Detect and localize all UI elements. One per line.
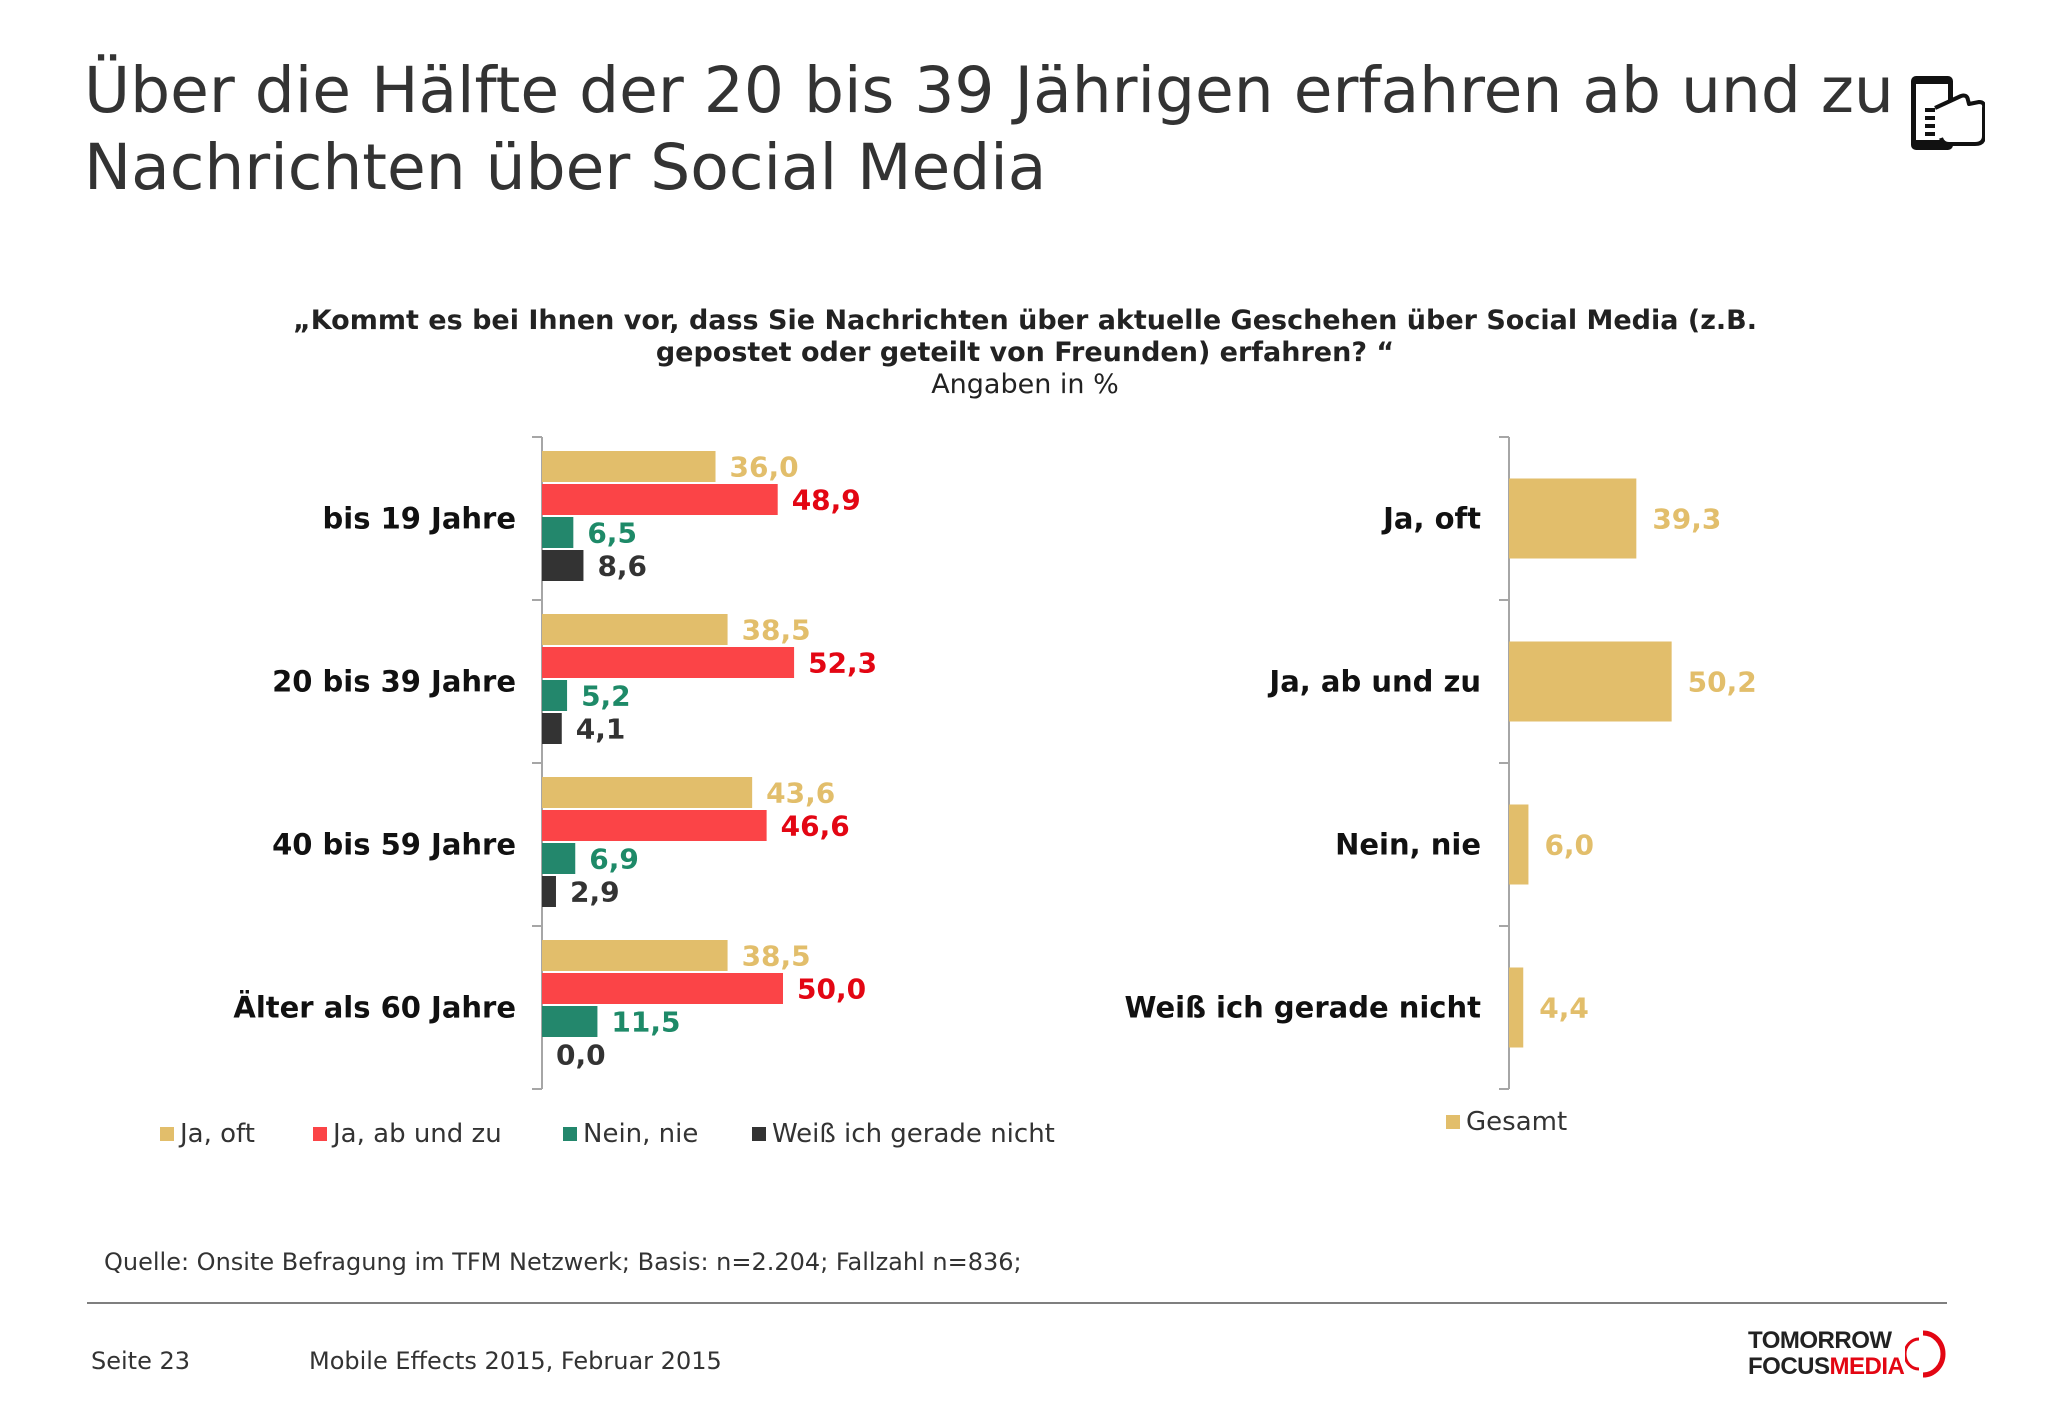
data-label-ja-oft: 38,5: [742, 614, 811, 647]
data-label-ja-oft: 43,6: [766, 777, 835, 810]
data-label-gesamt: 6,0: [1544, 829, 1594, 862]
data-label-wei-ich-gerade-nicht: 2,9: [570, 876, 620, 909]
data-label-gesamt: 39,3: [1652, 503, 1721, 536]
bar-ja-oft: [542, 451, 716, 482]
bar-ja-oft: [542, 614, 728, 645]
legend-swatch-wei-ich-gerade-nicht: [752, 1127, 766, 1141]
category-label-40-bis-59-jahre: 40 bis 59 Jahre: [272, 828, 516, 862]
bar-gesamt: [1509, 641, 1672, 722]
brand-line-1: TOMORROW: [1748, 1327, 1892, 1354]
page-number: Seite 23: [91, 1347, 191, 1375]
brand-line-2: FOCUSMEDIA: [1748, 1353, 1905, 1381]
title-line-2: Nachrichten über Social Media: [84, 131, 1047, 204]
data-label-ja-ab-und-zu: 52,3: [808, 647, 877, 680]
data-label-gesamt: 50,2: [1688, 666, 1757, 699]
legend-swatch-gesamt: [1446, 1115, 1460, 1129]
data-label-nein-nie: 5,2: [581, 680, 631, 713]
bar-wei-ich-gerade-nicht: [542, 713, 562, 744]
data-label-wei-ich-gerade-nicht: 8,6: [597, 550, 647, 583]
category-label-bis-19-jahre: bis 19 Jahre: [323, 502, 516, 536]
footer-divider: [87, 1302, 1947, 1304]
bar-gesamt: [1509, 478, 1637, 559]
legend-label-ja-oft: Ja, oft: [178, 1119, 255, 1149]
brand-arc-icon: [1905, 1330, 1946, 1378]
bar-ja-oft: [542, 940, 728, 971]
legend-swatch-nein-nie: [563, 1127, 577, 1141]
category-label-nein-nie: Nein, nie: [1335, 828, 1481, 862]
bar-ja-ab-und-zu: [542, 484, 778, 515]
page-title: Über die Hälfte der 20 bis 39 Jährigen e…: [84, 52, 1914, 206]
brand-logo: TOMORROW FOCUSMEDIA: [1748, 1327, 1958, 1381]
data-label-ja-ab-und-zu: 50,0: [797, 973, 866, 1006]
data-label-ja-ab-und-zu: 46,6: [781, 810, 850, 843]
bar-nein-nie: [542, 843, 576, 874]
legend-label-nein-nie: Nein, nie: [583, 1119, 698, 1149]
data-label-wei-ich-gerade-nicht: 0,0: [556, 1039, 606, 1072]
data-label-ja-oft: 36,0: [730, 451, 799, 484]
data-label-gesamt: 4,4: [1539, 992, 1589, 1025]
legend-label-gesamt: Gesamt: [1466, 1107, 1567, 1137]
brand-media: MEDIA: [1829, 1353, 1905, 1380]
bar-wei-ich-gerade-nicht: [542, 876, 556, 907]
legend-swatch-ja-oft: [160, 1127, 174, 1141]
data-label-nein-nie: 6,9: [589, 843, 639, 876]
question-line-2: gepostet oder geteilt von Freunden) erfa…: [655, 337, 1395, 368]
document-info: Mobile Effects 2015, Februar 2015: [309, 1347, 722, 1375]
title-line-1: Über die Hälfte der 20 bis 39 Jährigen e…: [84, 54, 1894, 127]
data-label-nein-nie: 6,5: [587, 517, 637, 550]
bar-ja-ab-und-zu: [542, 973, 783, 1004]
category-label-ja-ab-und-zu: Ja, ab und zu: [1267, 665, 1481, 699]
bar-gesamt: [1509, 804, 1529, 885]
category-label-wei-ich-gerade-nicht: Weiß ich gerade nicht: [1125, 991, 1482, 1025]
source-note: Quelle: Onsite Befragung im TFM Netzwerk…: [104, 1248, 1022, 1276]
bar-ja-ab-und-zu: [542, 810, 767, 841]
unit-note: Angaben in %: [931, 369, 1119, 400]
bar-nein-nie: [542, 1006, 598, 1037]
data-label-nein-nie: 11,5: [611, 1006, 680, 1039]
bar-ja-ab-und-zu: [542, 647, 795, 678]
legend-label-ja-ab-und-zu: Ja, ab und zu: [331, 1119, 502, 1149]
category-label-a-lter-als-60-jahre: Älter als 60 Jahre: [233, 991, 516, 1025]
bar-gesamt: [1509, 967, 1524, 1048]
legend-label-wei-ich-gerade-nicht: Weiß ich gerade nicht: [772, 1119, 1055, 1149]
brand-focus: FOCUS: [1748, 1353, 1830, 1380]
charts: bis 19 Jahre 36,048,9 6,58,6 20 bis 39 Jahr…: [160, 436, 1757, 1149]
category-label-20-bis-39-jahre: 20 bis 39 Jahre: [272, 665, 516, 699]
category-label-ja-oft: Ja, oft: [1381, 502, 1481, 536]
data-label-ja-ab-und-zu: 48,9: [792, 484, 861, 517]
bar-ja-oft: [542, 777, 753, 808]
bar-nein-nie: [542, 517, 574, 548]
bar-nein-nie: [542, 680, 568, 711]
question-line-1: „Kommt es bei Ihnen vor, dass Sie Nachri…: [292, 305, 1758, 336]
data-label-ja-oft: 38,5: [742, 940, 811, 973]
legend-swatch-ja-ab-und-zu: [313, 1127, 327, 1141]
hand-holding-phone-icon: [1911, 76, 1985, 150]
bar-wei-ich-gerade-nicht: [542, 550, 584, 581]
data-label-wei-ich-gerade-nicht: 4,1: [576, 713, 626, 746]
